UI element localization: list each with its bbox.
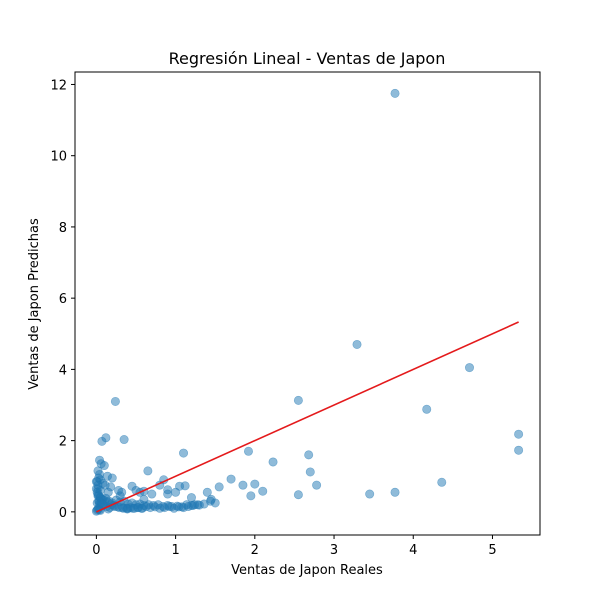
y-tick-label: 4 [59, 363, 67, 378]
data-point [97, 436, 107, 446]
data-point [258, 486, 268, 496]
data-point [250, 479, 260, 489]
data-point [99, 461, 109, 471]
data-point [390, 487, 400, 497]
y-tick-label: 2 [59, 435, 67, 450]
data-point [205, 496, 215, 506]
data-point [202, 487, 212, 497]
data-point [139, 494, 149, 504]
data-point [107, 473, 117, 483]
y-axis-label: Ventas de Japon Predichas [27, 218, 42, 390]
data-point [119, 435, 129, 445]
data-point [123, 503, 133, 513]
data-point [180, 481, 190, 491]
data-point [238, 480, 248, 490]
data-point [243, 446, 253, 456]
chart-title: Regresión Lineal - Ventas de Japon [169, 49, 446, 68]
data-point [514, 445, 524, 455]
x-axis-label: Ventas de Japon Reales [231, 563, 383, 578]
data-point [514, 429, 524, 439]
data-point [186, 493, 196, 503]
data-point [226, 474, 236, 484]
data-point [143, 466, 153, 476]
data-point [312, 480, 322, 490]
data-point [304, 450, 314, 460]
data-point [352, 339, 362, 349]
data-point [179, 448, 189, 458]
y-axis-ticks: 0 2 4 6 8 10 12 [50, 78, 75, 521]
data-point [147, 489, 157, 499]
data-point [268, 457, 278, 467]
x-axis-ticks: 0 1 2 3 4 5 [92, 535, 497, 558]
data-point [246, 491, 256, 501]
y-tick-label: 10 [50, 150, 67, 165]
x-tick-label: 2 [251, 543, 259, 558]
data-point [110, 396, 120, 406]
data-point [422, 404, 432, 414]
data-point [163, 489, 173, 499]
data-point [464, 363, 474, 373]
data-point [293, 490, 303, 500]
x-tick-label: 4 [409, 543, 417, 558]
y-tick-label: 0 [59, 506, 67, 521]
x-tick-label: 5 [488, 543, 496, 558]
y-tick-label: 8 [59, 221, 67, 236]
x-tick-label: 0 [92, 543, 100, 558]
data-point [365, 489, 375, 499]
data-point [293, 395, 303, 405]
plot-frame [74, 71, 541, 536]
data-point [437, 477, 447, 487]
y-tick-label: 6 [59, 292, 67, 307]
data-point [305, 467, 315, 477]
data-point [390, 88, 400, 98]
x-tick-label: 3 [330, 543, 338, 558]
x-tick-label: 1 [171, 543, 179, 558]
points-layer [91, 88, 524, 516]
regression-line [96, 321, 519, 513]
regression-line-layer [96, 321, 519, 513]
data-point [214, 482, 224, 492]
data-point [93, 480, 103, 490]
data-point [115, 491, 125, 501]
y-tick-label: 12 [50, 78, 67, 93]
